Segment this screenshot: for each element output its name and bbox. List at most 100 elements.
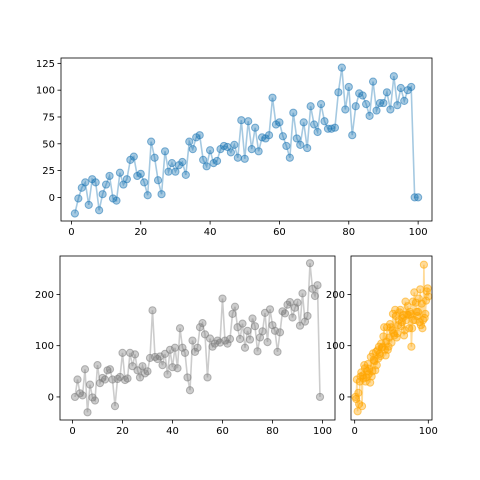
data-point	[354, 388, 363, 397]
data-point	[158, 361, 167, 370]
x-tick-label: 100	[313, 426, 332, 437]
data-point	[303, 311, 312, 321]
data-point	[264, 131, 274, 140]
data-point	[230, 140, 239, 149]
bottom-left-chart-panel: 0 20 40 60 80 100 0 100 200	[35, 255, 336, 437]
data-point	[81, 178, 90, 187]
data-point	[218, 294, 227, 303]
data-point	[93, 361, 102, 370]
data-point	[337, 63, 346, 72]
data-point	[98, 190, 107, 199]
data-point	[157, 190, 166, 199]
data-point	[384, 342, 393, 351]
data-point	[205, 146, 215, 155]
data-point	[275, 118, 284, 127]
data-point	[247, 145, 256, 154]
data-point	[115, 168, 125, 177]
data-point	[188, 336, 197, 345]
data-point	[105, 171, 114, 181]
data-point	[358, 91, 367, 100]
x-tick-label: 20	[134, 227, 147, 238]
data-point	[341, 105, 350, 114]
x-tick-label: 60	[273, 227, 286, 238]
data-point	[296, 140, 305, 149]
data-point	[372, 361, 381, 370]
y-tick-label: 125	[36, 59, 55, 70]
data-point	[258, 327, 267, 336]
data-point	[424, 292, 433, 301]
data-point	[143, 191, 152, 200]
data-point	[95, 206, 104, 215]
data-point	[282, 141, 291, 151]
data-point	[366, 378, 375, 387]
axes-frame	[60, 57, 433, 222]
data-point	[275, 328, 285, 337]
data-point	[178, 157, 187, 167]
data-point	[365, 111, 374, 121]
data-point	[150, 153, 159, 162]
data-point	[190, 347, 200, 356]
data-point	[233, 153, 242, 162]
data-point	[245, 335, 255, 344]
data-point	[244, 117, 253, 126]
data-point	[195, 323, 205, 332]
data-point	[85, 380, 95, 389]
data-point	[344, 82, 353, 92]
data-point	[175, 324, 185, 333]
data-point	[230, 302, 240, 311]
x-tick-label: 60	[216, 426, 229, 437]
data-point	[90, 396, 100, 405]
y-tick-label: 25	[42, 166, 55, 177]
data-point	[320, 117, 329, 126]
data-point	[118, 348, 127, 357]
data-point	[167, 158, 177, 168]
data-point	[170, 343, 180, 352]
data-point	[164, 167, 173, 176]
data-point	[316, 100, 326, 109]
data-point	[193, 343, 202, 352]
data-point	[153, 176, 163, 185]
series-line	[74, 263, 321, 413]
data-point	[195, 131, 204, 140]
y-tick-label: 200	[326, 290, 345, 301]
data-point	[299, 118, 308, 127]
data-point	[393, 329, 402, 338]
data-point	[70, 209, 79, 218]
data-point	[288, 313, 297, 322]
x-tick-label: 40	[166, 426, 179, 437]
axes-frame	[59, 255, 336, 421]
data-point	[263, 338, 272, 347]
data-point	[386, 105, 395, 114]
data-point	[148, 306, 157, 315]
x-tick-label: 40	[204, 227, 217, 238]
data-point	[334, 88, 343, 97]
data-point	[379, 98, 388, 108]
data-point	[78, 391, 87, 400]
y-tick-label: 100	[36, 86, 55, 97]
data-point	[423, 284, 432, 293]
series-line	[74, 67, 419, 214]
data-point	[198, 319, 207, 328]
axes-frame	[350, 255, 433, 421]
data-point	[293, 298, 302, 307]
data-point	[185, 137, 194, 146]
data-point	[285, 153, 294, 162]
data-point	[389, 72, 398, 81]
y-tick-label: 0	[48, 392, 54, 403]
data-point	[268, 93, 277, 102]
bottom-right-chart-panel: 0 100 0 100 200	[326, 255, 438, 437]
data-point	[180, 348, 190, 357]
data-point	[237, 116, 246, 125]
data-point	[422, 296, 431, 305]
y-tick-label: 0	[339, 392, 345, 403]
data-point	[408, 324, 417, 333]
data-point	[305, 259, 315, 268]
data-point	[202, 162, 211, 171]
x-tick-label: 100	[419, 426, 438, 437]
data-point	[387, 338, 396, 347]
data-point	[393, 101, 402, 110]
data-point	[199, 155, 208, 164]
data-point	[418, 324, 427, 333]
data-point	[228, 309, 237, 319]
